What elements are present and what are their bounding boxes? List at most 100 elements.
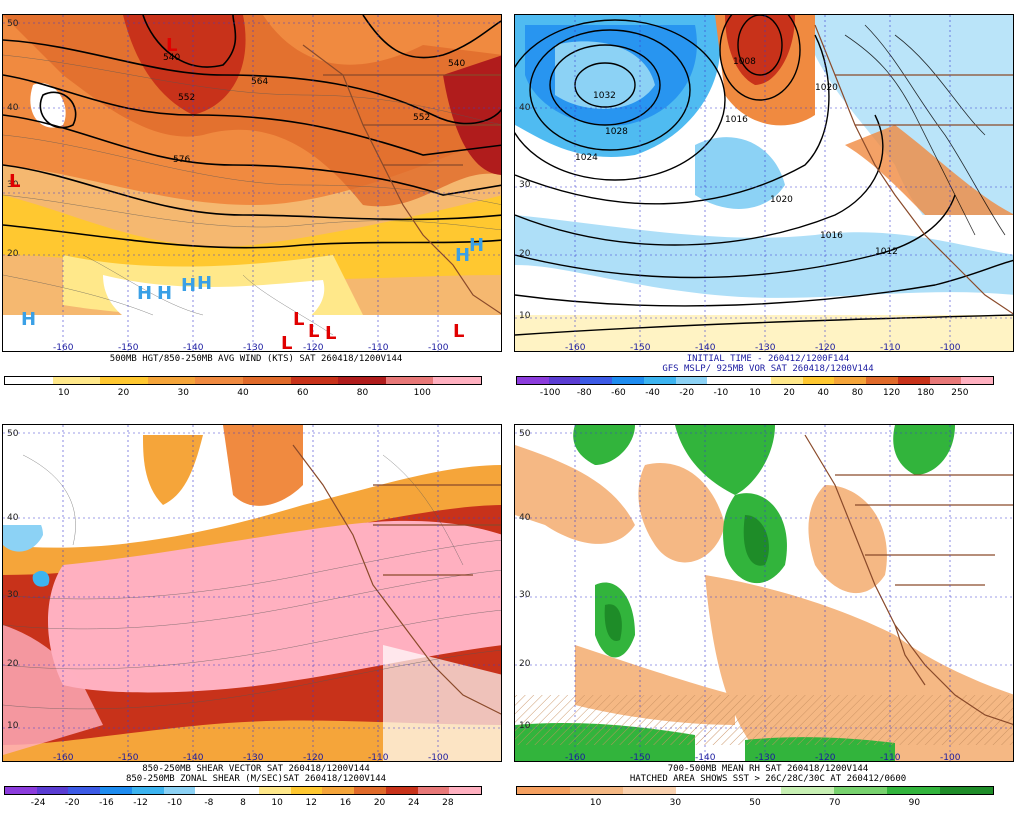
lon-label: -110 <box>368 343 389 352</box>
lat-label: 30 <box>7 590 19 600</box>
lon-label: -110 <box>368 753 389 762</box>
colorbar-ticks: -100 -80 -60 -40 -20 -10 10 20 40 80 120 180 250 <box>516 388 994 400</box>
map-wind-shear: 50 40 30 20 10 -160 -150 -140 -130 -120 … <box>2 424 502 762</box>
colorbar-tick-label: -10 <box>713 388 729 398</box>
colorbar-swatch <box>36 787 69 794</box>
colorbar-tick-label: 10 <box>749 388 761 398</box>
isobar-label: 1012 <box>875 247 898 257</box>
colorbar-swatch <box>580 377 613 384</box>
colorbar-swatch <box>866 377 898 384</box>
lat-label: 40 <box>7 103 19 113</box>
panel-mslp-vorticity: 40 30 20 10 -160 -150 -140 -130 -120 -11… <box>512 0 1024 409</box>
colorbar-tick-label: -20 <box>679 388 695 398</box>
isobar-label: 1032 <box>593 91 616 101</box>
colorbar-swatch <box>195 377 243 384</box>
lon-label: -100 <box>428 753 449 762</box>
colorbar-tick-label: 100 <box>413 388 431 398</box>
panel-caption: HATCHED AREA SHOWS SST > 26C/28C/30C AT … <box>629 774 907 784</box>
colorbar-swatch <box>5 787 37 794</box>
lat-label: 10 <box>519 311 531 321</box>
low-pressure-marker: L <box>308 321 320 342</box>
high-pressure-marker: H <box>181 275 197 296</box>
panel-500mb-height-wind: 50 40 30 20 -160 -150 -140 -130 -120 -11… <box>0 0 512 409</box>
high-pressure-marker: H <box>137 283 153 304</box>
lon-label: -100 <box>940 343 961 352</box>
lon-label: -130 <box>755 753 776 762</box>
colorbar-swatch <box>227 787 259 794</box>
colorbar-ticks: 10 20 30 40 60 80 100 <box>4 388 482 400</box>
colorbar-swatch <box>385 787 418 794</box>
colorbar-tick-label: 20 <box>117 388 130 398</box>
colorbar-tick-label: -8 <box>204 798 214 808</box>
panel-caption: GFS MSLP/ 925MB VOR SAT 260418/1200V144 <box>662 364 874 374</box>
lon-label: -140 <box>695 343 716 352</box>
colorbar-tick-label: 40 <box>237 388 249 398</box>
colorbar-tick-label: 250 <box>951 388 969 398</box>
lat-label: 50 <box>7 429 19 439</box>
colorbar-swatch <box>52 377 101 384</box>
colorbar-swatch <box>739 377 771 384</box>
colorbar-swatch <box>195 787 228 794</box>
isobar-label: 1016 <box>725 115 748 125</box>
colorbar-swatch <box>385 377 434 384</box>
high-pressure-marker: H <box>157 283 173 304</box>
colorbar-tick-label: -12 <box>133 798 148 808</box>
lon-label: -120 <box>815 753 836 762</box>
lon-label: -150 <box>630 343 651 352</box>
colorbar-swatch <box>569 787 623 794</box>
lon-label: -150 <box>118 753 139 762</box>
colorbar-swatch <box>517 377 549 384</box>
colorbar-swatch <box>100 787 132 794</box>
colorbar-tick-label: -10 <box>167 798 183 808</box>
lat-label: 20 <box>7 659 19 669</box>
lon-label: -110 <box>880 753 901 762</box>
lat-label: 50 <box>519 429 531 439</box>
lon-label: -140 <box>183 753 204 762</box>
isobar-label: 1020 <box>770 195 793 205</box>
contour-label: 564 <box>251 77 269 87</box>
colorbar-swatch <box>338 377 386 384</box>
lon-label: -100 <box>940 753 961 762</box>
contour-label: 576 <box>173 155 191 165</box>
colorbar-swatch <box>131 787 164 794</box>
panel-caption: 500MB HGT/850-250MB AVG WIND (KTS) SAT 2… <box>109 354 403 364</box>
colorbar-tick-label: -40 <box>645 388 660 398</box>
colorbar-swatch <box>834 377 867 384</box>
high-pressure-marker: H <box>197 273 213 294</box>
colorbar-tick-label: 180 <box>917 388 935 398</box>
low-pressure-marker: L <box>166 35 178 56</box>
lon-label: -120 <box>815 343 836 352</box>
colorbar-tick-label: 40 <box>817 388 830 398</box>
panel-caption-initial-time: INITIAL TIME - 260412/1200F144 <box>686 354 850 364</box>
colorbar-tick-label: 10 <box>271 798 283 808</box>
lon-label: -100 <box>428 343 449 352</box>
lat-label: 50 <box>7 19 19 29</box>
colorbar-swatch <box>940 787 994 794</box>
panel-caption: 700-500MB MEAN RH SAT 260418/1200V144 <box>667 764 869 774</box>
colorbar-tick-label: 30 <box>669 798 682 808</box>
lat-label: 40 <box>519 103 531 113</box>
low-pressure-marker: L <box>325 323 337 344</box>
colorbar-tick-label: 70 <box>828 798 841 808</box>
colorbar <box>4 786 482 795</box>
colorbar-swatch <box>242 377 291 384</box>
colorbar-tick-label: 12 <box>305 798 318 808</box>
map-500mb-height: 50 40 30 20 -160 -150 -140 -130 -120 -11… <box>2 14 502 352</box>
low-pressure-marker: L <box>9 171 21 192</box>
colorbar-swatch <box>707 377 740 384</box>
colorbar-swatch <box>612 377 644 384</box>
colorbar-swatch <box>354 787 386 794</box>
high-pressure-marker: H <box>469 235 485 256</box>
colorbar-swatch <box>622 787 676 794</box>
isobar-label: 1016 <box>820 231 843 241</box>
contour-label: 540 <box>163 53 181 63</box>
lon-label: -140 <box>695 753 716 762</box>
lat-label: 20 <box>519 249 531 259</box>
lon-label: -160 <box>565 753 586 762</box>
colorbar-swatch <box>675 787 729 794</box>
panel-caption: 850-250MB ZONAL SHEAR (M/SEC)SAT 260418/… <box>125 774 387 784</box>
colorbar-swatch <box>961 377 994 384</box>
colorbar-ticks: 10 30 50 70 90 <box>516 798 994 810</box>
colorbar-swatch <box>887 787 941 794</box>
lat-label: 20 <box>519 659 531 669</box>
